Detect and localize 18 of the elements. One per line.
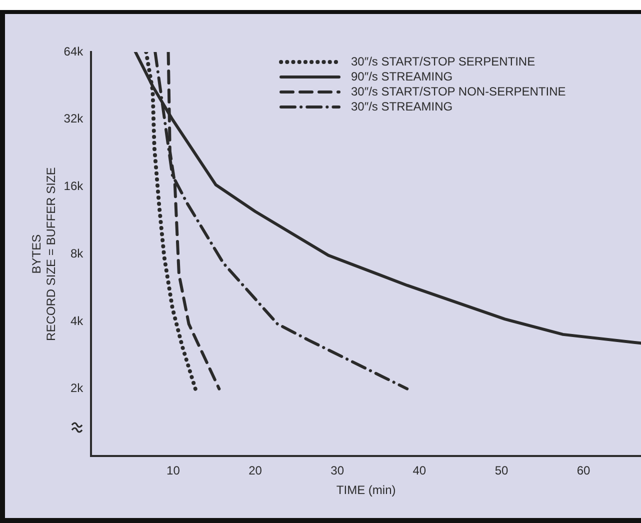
- y-tick-label: 4k: [70, 314, 84, 328]
- y-tick-label: 64k: [64, 44, 84, 58]
- x-tick-label: 30: [330, 464, 344, 478]
- legend-label: 30″/s STREAMING: [351, 99, 453, 114]
- y-tick-label: 32k: [64, 112, 84, 126]
- x-tick-label: 20: [248, 464, 262, 478]
- y-axis-title: BYTES RECORD SIZE = BUFFER SIZE: [30, 167, 58, 341]
- x-axis-title: TIME (min): [336, 483, 396, 498]
- x-tick-label: 10: [166, 464, 180, 478]
- y-tick-label: 2k: [70, 381, 84, 396]
- x-tick-label: 40: [412, 464, 426, 478]
- legend-label: 90″/s STREAMING: [351, 69, 453, 84]
- y-tick-label: 16k: [64, 179, 84, 194]
- x-tick-label: 50: [494, 464, 508, 478]
- y-tick-label: 8k: [70, 246, 84, 260]
- legend-label: 30″/s START/STOP SERPENTINE: [351, 54, 536, 68]
- x-tick-label: 60: [576, 464, 591, 478]
- legend-label: 30″/s START/STOP NON-SERPENTINE: [351, 84, 566, 98]
